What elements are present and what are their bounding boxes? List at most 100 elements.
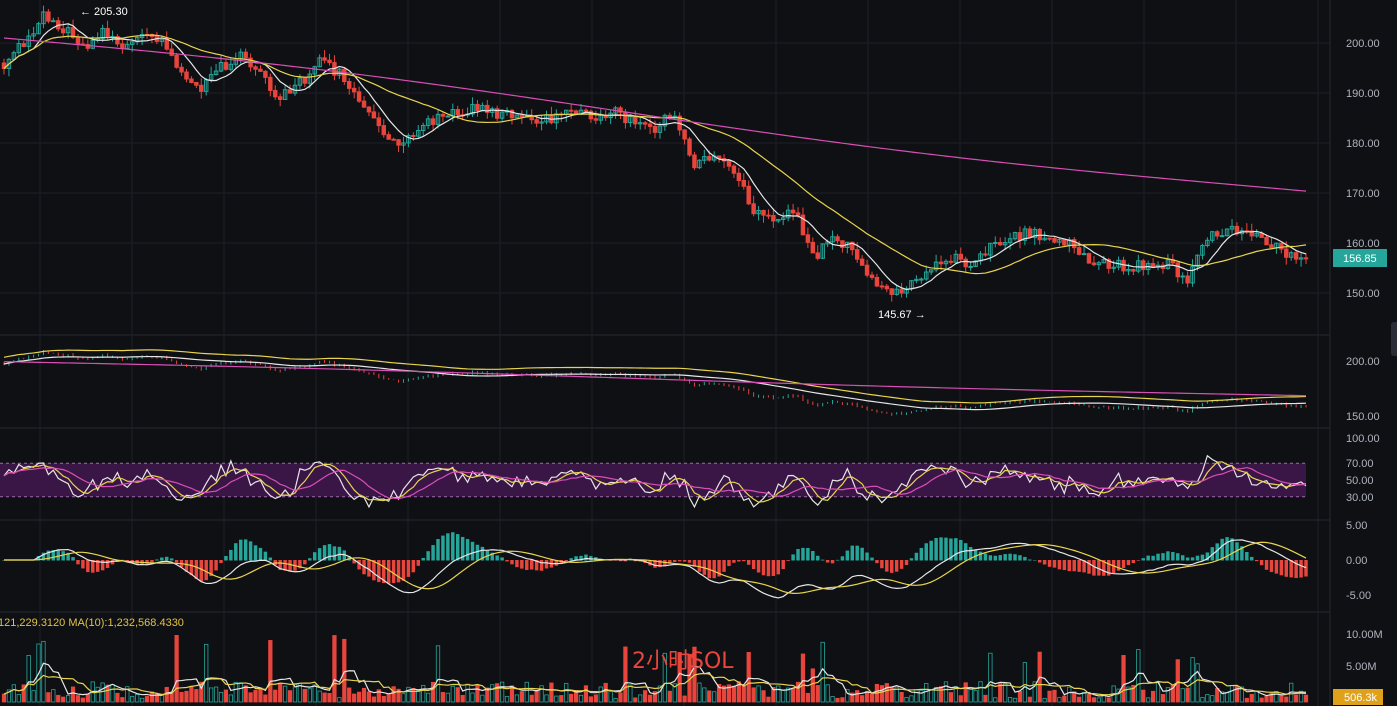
volume-bar: [253, 690, 258, 703]
ma99-line: [3, 37, 1307, 192]
macd-histogram-bar: [776, 560, 781, 575]
candle-body: [26, 35, 31, 47]
candle-body: [889, 288, 894, 295]
candle-body: [351, 87, 357, 93]
candle-body: [1288, 252, 1294, 258]
candle-body: [263, 70, 268, 78]
candle-body: [258, 68, 263, 72]
volume-bar: [263, 694, 268, 703]
candle-body: [790, 209, 796, 214]
volume-bar: [1032, 681, 1037, 703]
volume-bar: [194, 689, 199, 703]
volume-bar: [845, 689, 850, 703]
candle-body: [416, 130, 421, 137]
macd-histogram-bar: [786, 560, 790, 561]
macd-histogram-bar: [801, 547, 805, 561]
candle-body: [968, 265, 973, 268]
candle-body: [297, 77, 303, 86]
macd-histogram-bar: [988, 555, 993, 561]
macd-histogram-bar: [239, 539, 243, 561]
volume-bar: [623, 646, 628, 703]
volume-bar: [978, 681, 983, 703]
volume-bar: [1180, 688, 1185, 703]
volume-bar: [460, 694, 465, 703]
candle-body: [243, 51, 248, 59]
candle-body: [963, 258, 968, 268]
candle-body: [736, 172, 742, 181]
candle-body: [440, 113, 446, 117]
volume-bar: [899, 692, 904, 703]
candle-body: [983, 253, 988, 256]
volume-bar: [1067, 686, 1072, 703]
candle-body: [534, 119, 539, 124]
macd-histogram-bar: [756, 560, 761, 573]
volume-bar: [1131, 684, 1136, 703]
macd-histogram-bar: [973, 549, 978, 561]
macd-histogram-bar: [1230, 538, 1234, 561]
macd-histogram-bar: [495, 555, 499, 561]
macd-histogram-bar: [929, 540, 933, 561]
macd-histogram-bar: [357, 560, 361, 570]
volume-bar: [1279, 694, 1284, 703]
macd-histogram-bar: [46, 550, 51, 561]
macd-histogram-bar: [1042, 560, 1047, 565]
macd-histogram-bar: [924, 543, 928, 561]
volume-bar: [731, 685, 737, 703]
macd-histogram-bar: [1200, 554, 1205, 561]
volume-bar: [411, 687, 416, 703]
candle-body: [179, 66, 184, 73]
volume-bar: [672, 683, 677, 703]
macd-histogram-bar: [692, 560, 697, 567]
macd-tick-label: 0.00: [1346, 555, 1367, 567]
volume-ma10-line: [3, 672, 1307, 696]
candle-body: [988, 242, 993, 256]
macd-histogram-bar: [613, 560, 618, 561]
candle-body: [662, 114, 668, 127]
candle-body: [90, 39, 95, 49]
candle-body: [1131, 268, 1136, 272]
macd-histogram-bar: [525, 560, 529, 571]
volume-bar: [1012, 697, 1018, 703]
macd-histogram-bar: [76, 560, 80, 565]
candle-body: [1126, 268, 1131, 272]
volume-bar: [287, 690, 293, 703]
macd-histogram-bar: [978, 551, 983, 561]
price-pane[interactable]: [1, 5, 1309, 302]
scroll-handle[interactable]: [1391, 322, 1397, 356]
volume-bar: [95, 686, 100, 703]
macd-histogram-bar: [209, 560, 213, 577]
candle-body: [884, 285, 890, 290]
candle-body: [6, 58, 12, 69]
volume-bar: [1239, 686, 1245, 703]
macd-histogram-bar: [1304, 560, 1308, 577]
macd-histogram-bar: [954, 538, 958, 561]
macd-histogram-bar: [653, 560, 657, 568]
volume-bar: [938, 686, 944, 703]
candle-body: [120, 43, 125, 50]
macd-histogram-bar: [1067, 560, 1071, 572]
candle-body: [1111, 266, 1116, 269]
candle-body: [164, 38, 169, 50]
candle-body: [593, 118, 599, 121]
candle-body: [1012, 232, 1018, 240]
candle-body: [376, 117, 382, 127]
macd-histogram-bar: [554, 560, 559, 566]
macd-histogram-bar: [406, 560, 411, 577]
candle-body: [933, 261, 939, 271]
volume-bar: [366, 691, 372, 703]
macd-histogram-bar: [1003, 554, 1007, 561]
candle-body: [268, 76, 273, 91]
macd-histogram-bar: [544, 560, 549, 569]
macd-histogram-bar: [870, 557, 874, 561]
macd-histogram-bar: [663, 560, 667, 567]
macd-histogram-bar: [352, 560, 356, 564]
volume-bar: [120, 697, 125, 703]
macd-histogram-bar: [890, 560, 894, 573]
macd-histogram-bar: [875, 560, 879, 564]
volume-bar: [963, 682, 968, 703]
candle-body: [1007, 238, 1013, 244]
macd-histogram-bar: [830, 560, 835, 564]
candle-body: [519, 114, 525, 118]
volume-bar: [864, 690, 870, 703]
